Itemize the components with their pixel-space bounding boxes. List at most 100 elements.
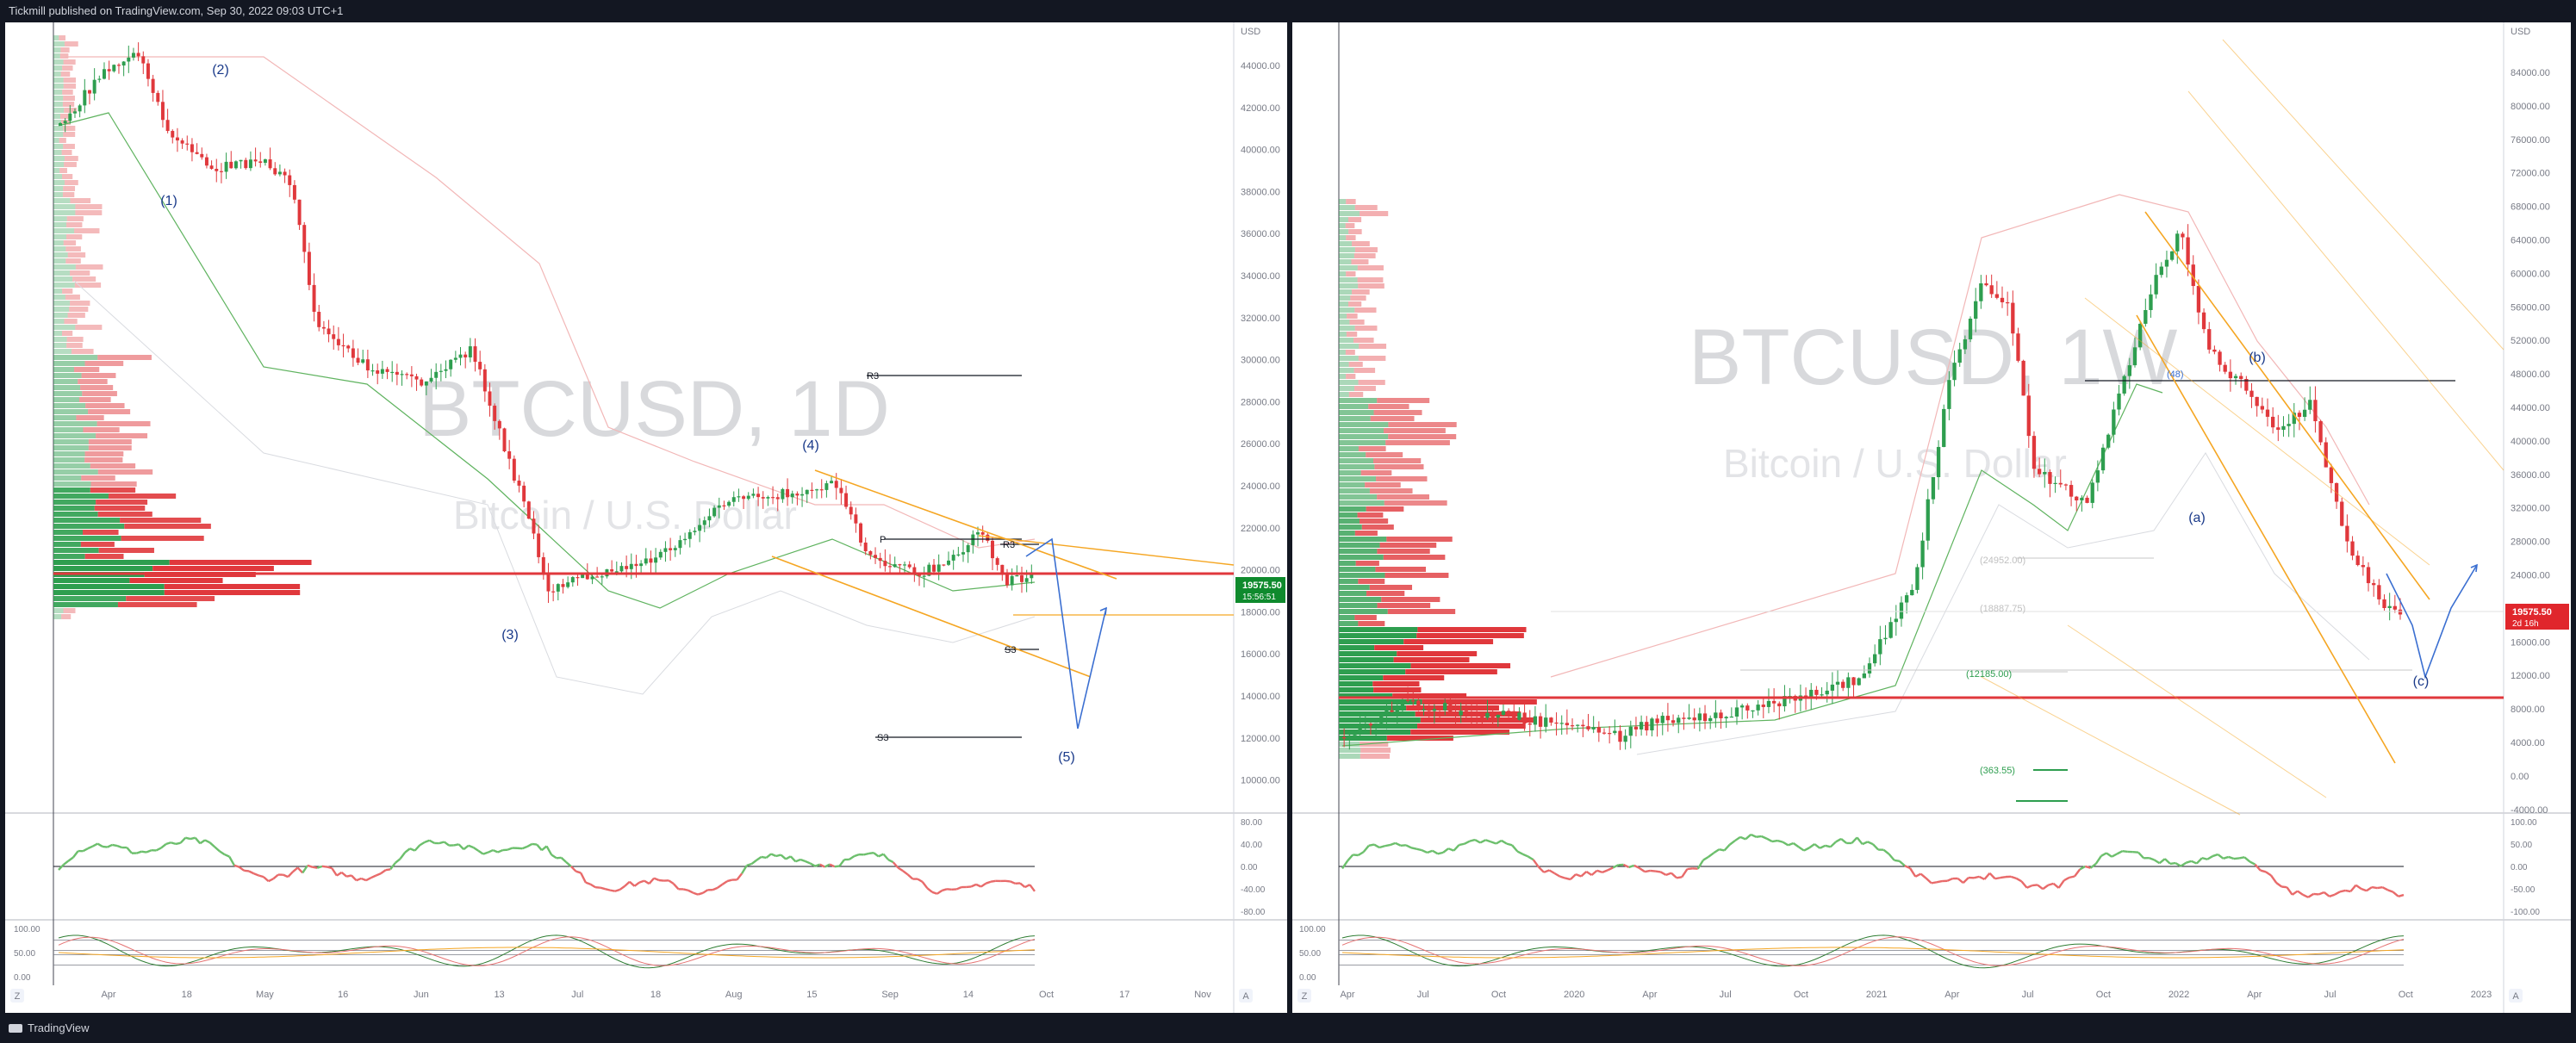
volume-profile-bar-down [70, 270, 90, 276]
volume-profile-bar-down [1346, 223, 1355, 228]
time-tick-label: Jul [2324, 990, 2336, 1000]
volume-profile-bar-down [1371, 416, 1415, 421]
volume-profile-bar-up [1339, 422, 1388, 427]
volume-profile-bar-down [1403, 639, 1493, 644]
candle-body [839, 488, 843, 494]
candle-body [73, 111, 77, 113]
candle-body [507, 451, 511, 459]
volume-profile-bar-up [1339, 597, 1381, 602]
rsi-line-segment [1756, 836, 1761, 837]
volume-profile-bar-up [1339, 332, 1347, 337]
candle-body [439, 371, 443, 372]
candle-body [1698, 713, 1702, 720]
rsi-line-segment [976, 885, 981, 887]
rsi-line-segment [2399, 895, 2404, 897]
candle-body [171, 131, 174, 138]
candle-body [1826, 691, 1829, 694]
candle-body [981, 532, 985, 535]
candle-body [1475, 714, 1478, 716]
candle-body [346, 345, 350, 348]
rsi-line-segment [2293, 891, 2298, 895]
rsi-line-segment [156, 848, 161, 851]
candle-body [537, 533, 540, 556]
volume-profile-bar-down [121, 536, 204, 541]
candle-body [1634, 727, 1638, 729]
volume-profile-bar-up [53, 264, 76, 270]
candle-body [2356, 556, 2360, 565]
candle-body [425, 382, 428, 386]
candle-body [2266, 410, 2269, 417]
rsi-line-segment [967, 886, 972, 887]
rsi-line-segment [264, 877, 269, 881]
candle-body [2091, 482, 2094, 503]
rsi-line-segment [1384, 845, 1390, 846]
volume-profile-bar-up [1339, 301, 1348, 307]
volume-profile-bar-down [1353, 338, 1374, 343]
price-tick-label: 8000.00 [2511, 705, 2545, 715]
rsi-line-segment [2202, 858, 2207, 860]
candle-body [2123, 376, 2126, 394]
price-tick-label: -4000.00 [2511, 805, 2548, 816]
rsi-line-segment [1868, 841, 1873, 844]
rsi-line-segment [1926, 878, 1932, 884]
candle-body [166, 120, 170, 131]
rsi-line-segment [1347, 854, 1353, 860]
candle-body [1932, 477, 1935, 500]
candle-body [1416, 700, 1420, 710]
rsi-line-segment [2350, 885, 2355, 891]
rsi-line-segment [1576, 874, 1581, 876]
volume-profile-bar-up [53, 325, 75, 330]
candle-body [278, 171, 282, 174]
candle-body [200, 154, 203, 158]
rsi-line-segment [1560, 877, 1565, 878]
candle-body [2377, 585, 2380, 599]
rsi-line-segment [2064, 878, 2069, 880]
volume-profile-bar-up [1339, 235, 1346, 240]
wave-label: (b) [2249, 351, 2266, 365]
rsi-line-segment [464, 846, 469, 849]
price-tick-label: 84000.00 [2511, 68, 2550, 78]
volume-profile-bar-down [83, 427, 119, 432]
volume-profile-bar-up [53, 132, 63, 137]
candle-body [967, 545, 970, 552]
rsi-line-segment [762, 857, 767, 858]
rsi-line-segment [688, 891, 694, 893]
volume-profile-bar-down [83, 530, 119, 535]
rsi-line-segment [2244, 857, 2249, 861]
candle-body [2318, 421, 2322, 442]
volume-profile-bar-down [74, 367, 99, 372]
candle-body [513, 459, 516, 481]
volume-profile-bar-up [53, 439, 89, 444]
candle-body [2053, 483, 2056, 484]
rsi-line-segment [1448, 848, 1453, 850]
candle-body [2330, 468, 2333, 483]
rsi-line-segment [1433, 851, 1438, 854]
volume-profile-bar-up [1339, 241, 1352, 246]
rsi-line-segment [346, 875, 352, 876]
rsi-tick-label: 50.00 [2511, 841, 2532, 850]
rsi-line-segment [2372, 887, 2377, 888]
candle-body [327, 328, 331, 334]
tradingview-logo[interactable]: TradingView [9, 1015, 90, 1042]
volume-profile-bar-up [53, 216, 67, 221]
rsi-line-segment [1396, 843, 1401, 846]
rsi-line-segment [1374, 845, 1379, 847]
volume-profile-bar-up [53, 506, 95, 511]
candle-body [1851, 677, 1855, 685]
candle-body [976, 532, 980, 535]
volume-profile-bar-up [53, 361, 85, 366]
rsi-line-segment [1820, 846, 1825, 848]
candle-body [1602, 733, 1606, 734]
rsi-line-segment [1666, 873, 1671, 875]
volume-profile-bar-down [1354, 368, 1375, 373]
candle-body [2027, 395, 2031, 436]
rsi-line-segment [1799, 847, 1804, 850]
volume-profile-bar-down [81, 475, 115, 481]
volume-profile-bar-up [53, 162, 64, 167]
volume-profile-bar-up [1339, 579, 1358, 584]
candle-body [1687, 717, 1690, 719]
